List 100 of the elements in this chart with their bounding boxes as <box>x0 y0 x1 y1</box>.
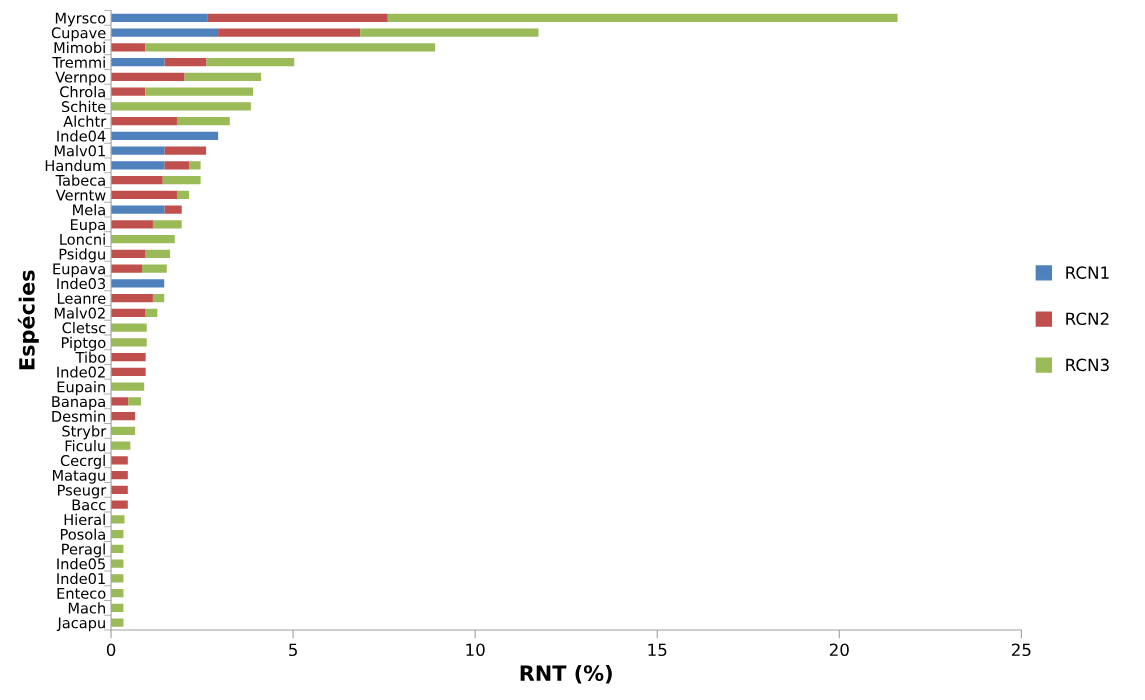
bar <box>142 264 167 273</box>
y-tick-label: Eupa <box>70 219 105 233</box>
y-tick-label: Ficulu <box>65 440 105 452</box>
y-tick-label: Inde05 <box>57 558 105 570</box>
bar <box>111 131 219 140</box>
x-axis-title: RNT (%) <box>520 664 612 684</box>
y-tick-label: Loncni <box>60 233 105 245</box>
bar <box>188 161 201 170</box>
y-tick-label: Eupava <box>53 263 105 278</box>
bar <box>111 43 146 52</box>
y-tick-label: Matagu <box>52 470 105 484</box>
bar <box>111 323 147 332</box>
bar <box>111 412 136 421</box>
bar <box>111 190 177 199</box>
bar <box>111 515 125 524</box>
legend-label: RCN1 <box>1066 266 1109 279</box>
y-tick-label: Desmin <box>52 410 105 422</box>
y-tick-label: Tabeca <box>55 174 105 186</box>
y-tick-label: Pseugr <box>58 484 107 499</box>
bar <box>111 471 128 480</box>
y-tick-label: Mimobi <box>54 41 105 54</box>
bar <box>111 58 165 67</box>
y-tick-label: Verntw <box>55 189 106 201</box>
y-tick-label: Jacapu <box>56 617 105 632</box>
y-tick-label: Inde01 <box>57 572 105 585</box>
y-tick-label: Strybr <box>62 425 107 440</box>
bar <box>145 43 436 52</box>
y-tick-label: Inde03 <box>57 277 106 290</box>
y-tick-label: Cletsc <box>62 322 106 334</box>
bar <box>360 28 539 37</box>
bar <box>164 205 182 214</box>
x-tick-label: 10 <box>466 643 485 657</box>
y-tick-label: Eupain <box>57 381 105 396</box>
bar <box>145 249 171 258</box>
bar <box>207 13 388 22</box>
y-tick-label: Cecrgl <box>60 454 105 469</box>
bar <box>184 72 262 81</box>
bar <box>111 441 131 450</box>
bar <box>176 117 230 126</box>
y-tick-label: Inde02 <box>57 366 105 378</box>
y-tick-label: Tremmi <box>52 56 105 68</box>
y-tick-label: Malv01 <box>54 145 105 157</box>
bar <box>111 205 165 214</box>
bar <box>111 426 136 435</box>
bar <box>111 87 146 96</box>
y-tick-label: Leanre <box>57 293 106 304</box>
y-tick-label: Psidgu <box>59 248 105 263</box>
bar <box>111 367 146 376</box>
y-tick-label: Banapa <box>52 396 105 410</box>
bar <box>111 28 219 37</box>
bar <box>111 176 163 185</box>
y-tick-label: Chrola <box>60 86 105 98</box>
y-tick-label: Inde04 <box>57 130 106 142</box>
y-tick-label: Alchtr <box>63 115 107 127</box>
bar <box>162 176 201 185</box>
y-tick-label: Piptgo <box>61 336 106 351</box>
y-axis-title: Espécies <box>17 270 39 370</box>
bar <box>111 72 185 81</box>
y-tick-label: Mela <box>73 204 105 216</box>
bar <box>111 13 208 22</box>
bar <box>152 294 165 303</box>
y-tick-label: Vernpo <box>55 71 106 86</box>
bar <box>218 28 361 37</box>
bar <box>111 235 175 244</box>
bar <box>111 249 146 258</box>
x-tick-label: 5 <box>289 643 297 657</box>
legend-label: RCN2 <box>1066 312 1109 326</box>
x-tick-label: 15 <box>648 643 667 657</box>
bar <box>111 485 128 494</box>
y-tick-label: Hieral <box>64 513 105 526</box>
bar <box>111 294 153 303</box>
bar <box>111 382 145 391</box>
bar <box>164 161 189 170</box>
y-tick-label: Bacc <box>72 499 106 511</box>
bar <box>111 146 165 155</box>
bar <box>111 308 146 317</box>
bar <box>145 308 158 317</box>
y-tick-label: Schite <box>61 100 106 113</box>
y-tick-label: Handum <box>45 159 105 172</box>
bar <box>176 190 189 199</box>
y-tick-label: Mach <box>68 602 105 614</box>
bar <box>111 500 128 509</box>
bar <box>164 146 207 155</box>
y-tick-label: Myrsco <box>55 12 106 27</box>
y-tick-label: Enteco <box>57 588 106 599</box>
x-tick-label: 0 <box>106 643 116 657</box>
bar <box>387 13 898 22</box>
bar <box>111 279 165 288</box>
legend-label: RCN3 <box>1066 358 1109 372</box>
y-tick-label: Peragl <box>62 543 105 558</box>
bar <box>111 264 143 273</box>
y-tick-label: Cupave <box>51 27 106 42</box>
bar <box>111 353 146 362</box>
y-tick-label: Posola <box>60 528 105 540</box>
bar <box>111 161 165 170</box>
bar <box>206 58 295 67</box>
bar <box>128 397 141 406</box>
x-tick-label: 25 <box>1011 643 1031 657</box>
bar <box>111 102 251 111</box>
bar <box>111 456 128 465</box>
